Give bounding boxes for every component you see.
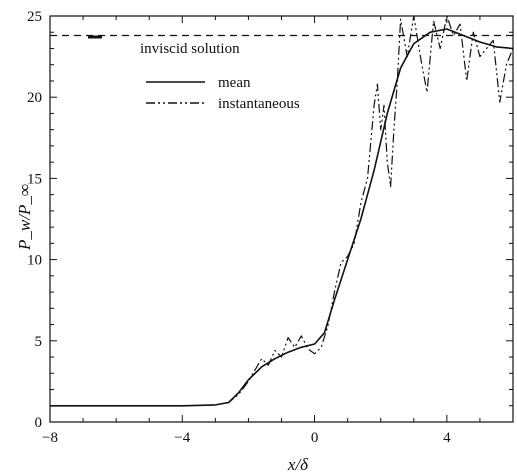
series-line-mean [50, 28, 514, 407]
y-tick-label: 10 [27, 253, 42, 269]
plot-frame [49, 15, 514, 423]
axis-ticks: −8 −4 0 4 0 5 10 15 20 25 [27, 9, 514, 446]
x-tick-label: −4 [174, 430, 190, 446]
series-group [50, 15, 514, 407]
legend-label-instantaneous: instantaneous [218, 96, 300, 112]
series-line-instantaneous [50, 15, 514, 407]
y-tick-label: 15 [27, 171, 42, 187]
legend-label-mean: mean [218, 75, 251, 91]
x-tick-label: 4 [443, 430, 451, 446]
y-tick-label: 20 [27, 90, 42, 106]
legend: inviscid solution mean instantaneous [88, 35, 300, 112]
y-axis-label: P_w/P_∞ [15, 184, 34, 251]
plot-area [49, 15, 514, 423]
x-tick-label: 0 [311, 430, 319, 446]
x-tick-label: −8 [42, 430, 58, 446]
y-tick-label: 0 [35, 415, 43, 431]
y-tick-label: 25 [27, 9, 42, 25]
x-axis-label: x/δ [287, 455, 309, 474]
y-tick-label: 5 [35, 334, 43, 350]
legend-label-inviscid: inviscid solution [140, 41, 240, 57]
